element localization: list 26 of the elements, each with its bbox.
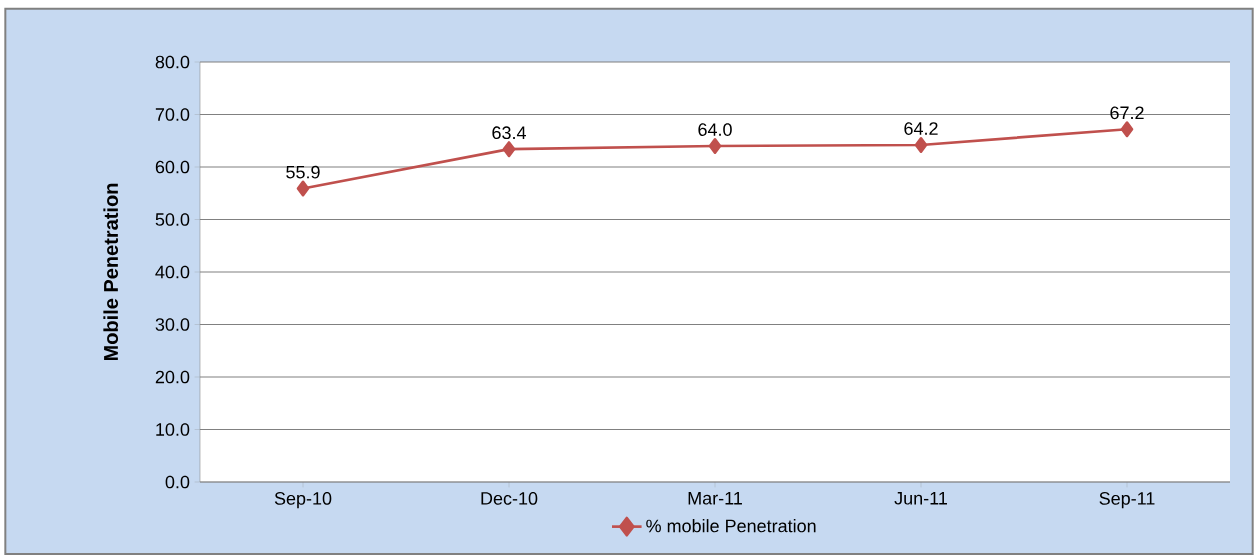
point: [708, 138, 722, 155]
y-tick-label: 70.0: [155, 108, 190, 121]
data-label: 67.2: [1110, 106, 1144, 120]
point: [502, 141, 516, 158]
y-tick-label: 20.0: [155, 370, 190, 384]
y-tick-label: 10.0: [156, 423, 190, 436]
x-tick-label: Mar-11: [688, 492, 742, 505]
data-label: 64.2: [904, 122, 938, 135]
y-tick-label: 50.0: [155, 213, 190, 226]
y-tick-label: 0.0: [165, 475, 190, 489]
x-tick-label: Dec-10: [481, 492, 538, 505]
y-axis-title: Mobile Penetration: [103, 183, 119, 361]
point: [1120, 121, 1134, 138]
x-tick-label: Sep-10: [274, 492, 332, 509]
x-tick-label: Jun-11: [894, 492, 947, 505]
data-label: 63.4: [492, 126, 526, 140]
y-tick-label: 60.0: [155, 160, 190, 174]
point: [296, 180, 310, 197]
y-tick-label: 40.0: [155, 265, 190, 279]
y-tick-label: 80.0: [155, 55, 190, 69]
point: [914, 136, 928, 153]
legend-label: % mobile Penetration: [646, 519, 816, 533]
y-tick-label: 30.0: [155, 318, 190, 331]
data-label: 55.9: [286, 165, 320, 179]
x-tick-label: Sep-11: [1099, 492, 1155, 509]
data-label: 64.0: [698, 123, 732, 136]
